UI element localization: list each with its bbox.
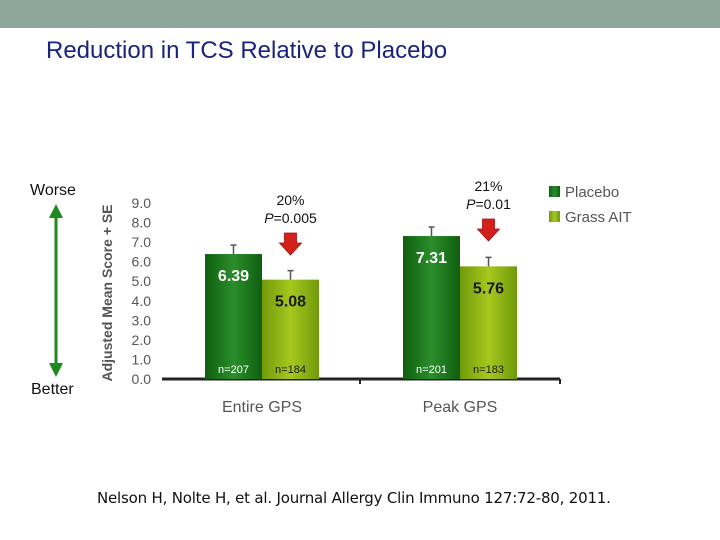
bar-n-label: n=207 bbox=[218, 364, 249, 376]
slide-title: Reduction in TCS Relative to Placebo bbox=[46, 37, 448, 64]
y-tick-label: 6.0 bbox=[132, 254, 152, 270]
y-axis-label: Adjusted Mean Score + SE bbox=[99, 205, 115, 382]
legend: Placebo Grass AIT bbox=[549, 184, 632, 226]
bar-grass-ait bbox=[262, 279, 319, 379]
bar-value-label: 5.08 bbox=[275, 294, 306, 311]
red-down-arrow bbox=[278, 232, 303, 256]
x-tick-labels: Entire GPS Peak GPS bbox=[222, 399, 497, 416]
citation: Nelson H, Nolte H, et al. Journal Allerg… bbox=[97, 489, 611, 507]
legend-label: Placebo bbox=[565, 184, 619, 201]
p-value: =0.01 bbox=[475, 196, 511, 212]
bar-grass-ait bbox=[460, 266, 517, 379]
p-letter: P bbox=[466, 196, 476, 212]
y-tick-label: 0.0 bbox=[132, 371, 152, 387]
legend-swatch bbox=[549, 186, 560, 197]
y-tick-label: 1.0 bbox=[132, 351, 152, 367]
y-tick-label: 4.0 bbox=[132, 293, 152, 309]
x-tick-label: Entire GPS bbox=[222, 399, 302, 416]
annotation-percent: 20% bbox=[276, 192, 304, 208]
p-letter: P bbox=[264, 210, 274, 226]
worse-better-arrow bbox=[49, 204, 63, 377]
bar-n-label: n=201 bbox=[416, 364, 447, 376]
bar-n-label: n=183 bbox=[473, 364, 504, 376]
better-label: Better bbox=[31, 381, 74, 398]
chart-axes bbox=[162, 377, 561, 384]
legend-swatch bbox=[549, 211, 560, 222]
bar-value-label: 5.76 bbox=[473, 280, 504, 297]
bar-placebo bbox=[205, 254, 262, 379]
y-tick-label: 8.0 bbox=[132, 215, 152, 231]
bar-placebo bbox=[403, 236, 460, 379]
bar-n-label: n=184 bbox=[275, 364, 306, 376]
bar-value-label: 7.31 bbox=[416, 250, 447, 267]
y-tick-label: 7.0 bbox=[132, 234, 152, 250]
y-tick-label: 5.0 bbox=[132, 273, 152, 289]
y-tick-label: 9.0 bbox=[132, 195, 152, 211]
p-value: =0.005 bbox=[274, 210, 317, 226]
legend-label: Grass AIT bbox=[565, 209, 632, 226]
annotation-p-value: P=0.005 bbox=[264, 210, 317, 226]
annotation-percent: 21% bbox=[474, 178, 502, 194]
y-ticks: 0.0 1.0 2.0 3.0 4.0 5.0 6.0 7.0 8.0 9.0 bbox=[132, 195, 152, 387]
annotation-p-value: P=0.01 bbox=[466, 196, 511, 212]
y-tick-label: 3.0 bbox=[132, 312, 152, 328]
red-down-arrow bbox=[476, 218, 501, 242]
header-bar bbox=[0, 0, 720, 28]
worse-label: Worse bbox=[30, 182, 76, 199]
bar-value-label: 6.39 bbox=[218, 268, 249, 285]
bars: 6.39 n=207 5.08 n=184 7.31 n=201 5.76 n=183 bbox=[205, 226, 517, 379]
x-tick-label: Peak GPS bbox=[423, 399, 498, 416]
y-tick-label: 2.0 bbox=[132, 332, 152, 348]
